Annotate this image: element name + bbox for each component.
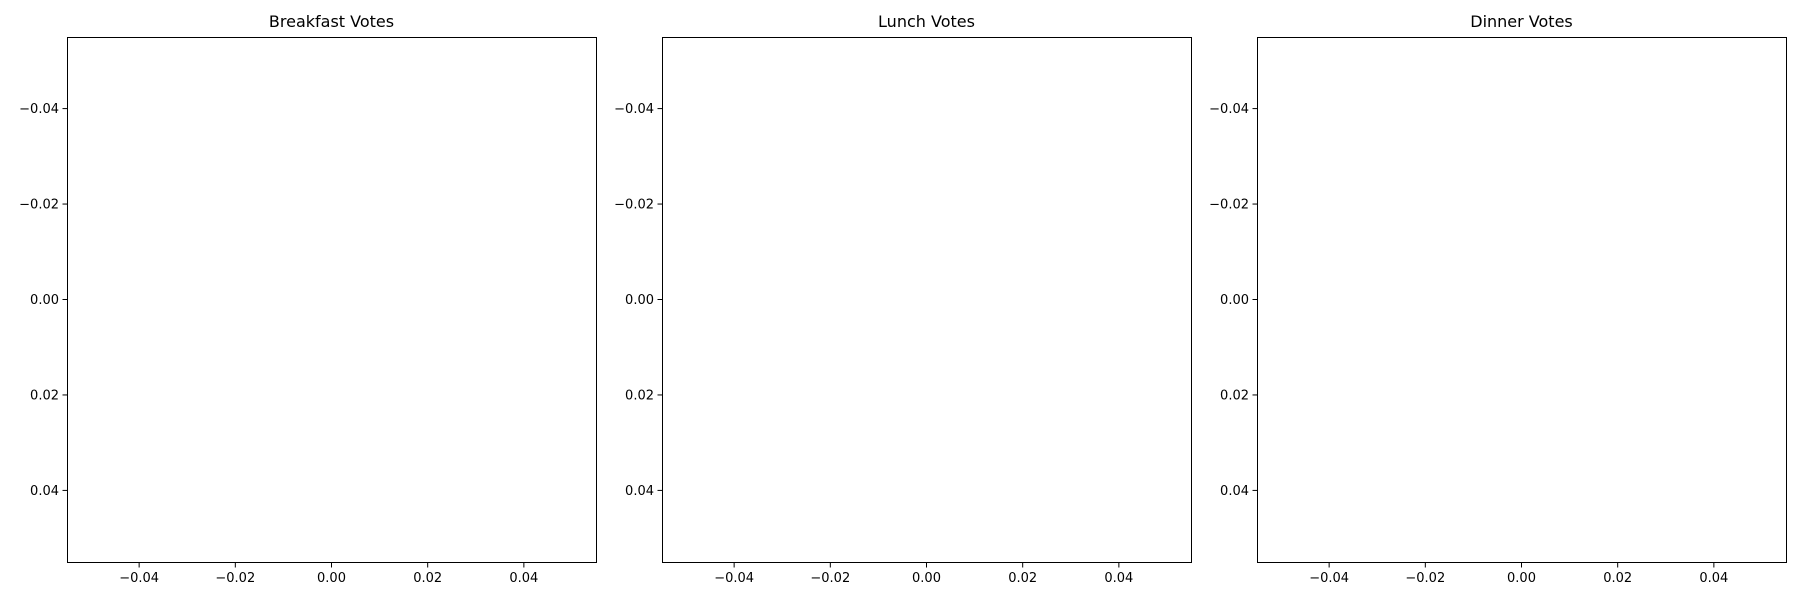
- breakfast-y-tick-label: −0.04: [19, 102, 59, 117]
- dinner-y-tick-label: 0.02: [1220, 388, 1249, 403]
- lunch-x-tick-label: 0.00: [912, 571, 941, 586]
- breakfast-x-tick-label: −0.04: [119, 571, 159, 586]
- lunch-y-tick-label: −0.02: [614, 198, 654, 213]
- lunch-y-tick-label: 0.02: [625, 388, 654, 403]
- breakfast-chart-title: Breakfast Votes: [269, 12, 394, 31]
- breakfast-chart: Breakfast Votes −0.04 −0.02 0.00 0.02 0.04 −0.…: [19, 12, 597, 586]
- lunch-x-tick-label: −0.04: [714, 571, 754, 586]
- breakfast-x-tick-label: 0.04: [509, 571, 538, 586]
- breakfast-y-tick-label: 0.04: [30, 484, 59, 499]
- breakfast-x-tick-label: −0.02: [215, 571, 255, 586]
- dinner-x-tick-label: 0.04: [1699, 571, 1728, 586]
- lunch-x-tick-label: −0.02: [810, 571, 850, 586]
- breakfast-x-tick-label: 0.02: [413, 571, 442, 586]
- breakfast-x-tick-label: 0.00: [317, 571, 346, 586]
- lunch-y-tick-label: −0.04: [614, 102, 654, 117]
- lunch-x-tick-label: 0.02: [1008, 571, 1037, 586]
- lunch-chart-title: Lunch Votes: [878, 12, 975, 31]
- dinner-x-tick-label: 0.00: [1507, 571, 1536, 586]
- dinner-x-tick-label: −0.04: [1309, 571, 1349, 586]
- dinner-y-tick-label: 0.04: [1220, 484, 1249, 499]
- dinner-chart-title: Dinner Votes: [1470, 12, 1573, 31]
- dinner-y-tick-label: −0.02: [1209, 198, 1249, 213]
- dinner-y-tick-label: 0.00: [1220, 293, 1249, 308]
- dinner-y-tick-label: −0.04: [1209, 102, 1249, 117]
- dinner-x-tick-label: −0.02: [1405, 571, 1445, 586]
- dinner-chart: Dinner Votes −0.04 −0.02 0.00 0.02 0.04 −0.04 −…: [1209, 12, 1787, 586]
- breakfast-y-tick-label: −0.02: [19, 198, 59, 213]
- lunch-x-tick-label: 0.04: [1104, 571, 1133, 586]
- breakfast-y-tick-label: 0.00: [30, 293, 59, 308]
- lunch-y-tick-label: 0.00: [625, 293, 654, 308]
- lunch-plot-area: [662, 37, 1192, 563]
- dinner-plot-area: [1257, 37, 1787, 563]
- breakfast-plot-area: [67, 37, 597, 563]
- lunch-chart: Lunch Votes −0.04 −0.02 0.00 0.02 0.04 −0.04 −0…: [614, 12, 1192, 586]
- breakfast-y-tick-label: 0.02: [30, 388, 59, 403]
- lunch-y-tick-label: 0.04: [625, 484, 654, 499]
- dinner-x-tick-label: 0.02: [1603, 571, 1632, 586]
